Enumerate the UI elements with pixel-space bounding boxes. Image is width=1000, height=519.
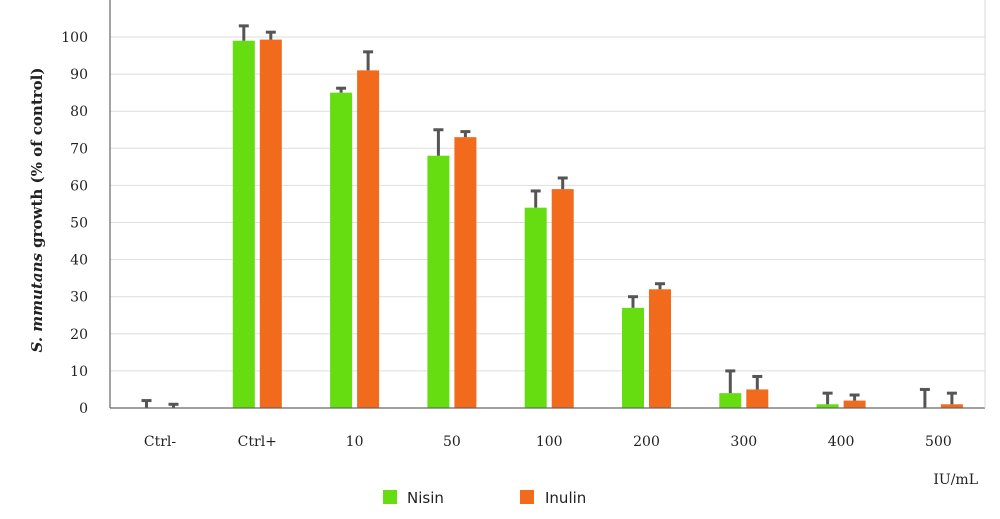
x-tick-label: 50 [443,434,461,450]
y-tick-label: 100 [61,30,88,46]
y-axis-title: S. mmutans growth (% of control) [28,68,46,353]
x-tick-label: Ctrl- [144,434,177,450]
x-tick-label: 10 [346,434,364,450]
grid-lines [110,36,985,372]
bar-inulin-50 [454,137,477,409]
y-tick-label: 90 [70,67,88,83]
legend: Nisin Inulin [383,489,586,507]
bar-inulin-Ctrl+ [259,39,282,409]
x-axis-unit-label: IU/mL [933,472,978,488]
legend-swatch-inulin [520,490,534,504]
y-tick-label: 20 [70,327,88,343]
x-tick-label: 500 [925,434,952,450]
bar-nisin-50 [427,155,450,408]
legend-label-nisin: Nisin [407,489,444,507]
bar-inulin-200 [649,289,671,408]
bar-inulin-10 [357,70,380,408]
x-tick-label: 100 [536,434,563,450]
bar-nisin-100 [524,207,547,408]
bar-nisin-Ctrl+ [232,40,255,409]
bar-inulin-500 [940,404,963,408]
y-tick-label: 10 [70,364,88,380]
bar-inulin-100 [551,189,574,408]
x-tick-label: 200 [633,434,660,450]
y-tick-label: 40 [70,253,88,269]
x-tick-label: 400 [828,434,855,450]
error-bars [141,24,957,408]
x-axis: Ctrl- Ctrl+ 10 50 100 200 300 400 500 [110,0,986,450]
bars [232,39,963,409]
y-tick-label: 50 [70,216,88,232]
bar-nisin-200 [622,307,644,408]
y-axis: 0 10 20 30 40 50 60 70 80 90 100 [61,0,111,417]
bar-inulin-400 [843,400,866,408]
bar-inulin-300 [746,389,769,408]
y-tick-label: 60 [70,178,88,194]
legend-swatch-nisin [383,490,397,504]
x-tick-label: 300 [730,434,757,450]
bar-nisin-300 [719,393,742,408]
y-tick-label: 80 [70,104,88,120]
y-tick-label: 30 [70,290,88,306]
legend-label-inulin: Inulin [545,489,586,507]
x-tick-label: Ctrl+ [238,434,277,450]
y-tick-label: 70 [70,141,88,157]
y-tick-label: 0 [79,401,88,417]
bar-nisin-400 [816,404,839,408]
bar-nisin-10 [330,92,353,409]
